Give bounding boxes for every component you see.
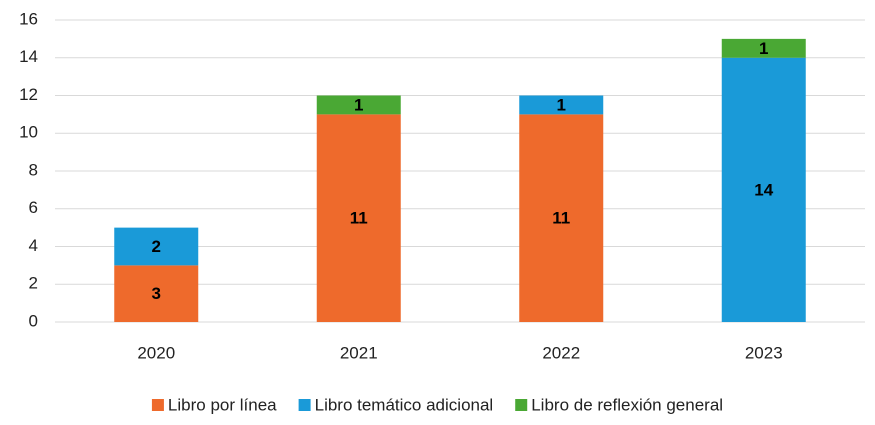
- y-tick-label: 16: [19, 9, 38, 28]
- y-tick-label: 0: [29, 311, 38, 330]
- data-label: 1: [557, 95, 566, 114]
- bar-segment: [316, 114, 401, 322]
- bar-segment: [114, 227, 199, 266]
- x-tick-label: 2021: [340, 343, 378, 362]
- x-tick-label: 2022: [542, 343, 580, 362]
- x-tick-label: 2020: [137, 343, 175, 362]
- data-label: 11: [552, 209, 570, 228]
- legend-swatch: [298, 399, 311, 411]
- x-tick-label: 2023: [745, 343, 783, 362]
- bar-segment: [519, 114, 604, 322]
- bar-segment: [114, 265, 199, 322]
- data-label: 1: [354, 95, 363, 114]
- legend-item: Libro de reflexión general: [515, 395, 723, 414]
- legend-item: Libro temático adicional: [298, 395, 494, 414]
- legend-item: Libro por línea: [151, 395, 277, 414]
- data-label: 1: [759, 39, 768, 58]
- legend-label: Libro de reflexión general: [531, 395, 723, 414]
- y-tick-label: 12: [19, 85, 38, 104]
- data-label: 2: [152, 237, 161, 256]
- y-tick-label: 14: [19, 47, 38, 66]
- legend-label: Libro por línea: [168, 395, 277, 414]
- data-label: 3: [152, 284, 161, 303]
- bar-segment: [519, 95, 604, 115]
- y-tick-label: 4: [29, 236, 38, 255]
- y-tick-label: 10: [19, 123, 38, 142]
- legend-label: Libro temático adicional: [315, 395, 494, 414]
- bar-segment: [721, 38, 806, 58]
- legend-swatch: [151, 399, 164, 411]
- y-tick-label: 6: [29, 198, 38, 217]
- y-tick-label: 8: [29, 160, 38, 179]
- bar-segment: [316, 95, 401, 115]
- legend-swatch: [515, 399, 528, 411]
- data-label: 14: [754, 180, 773, 199]
- bar-segment: [721, 57, 806, 322]
- y-tick-label: 2: [29, 274, 38, 293]
- data-label: 11: [350, 209, 368, 228]
